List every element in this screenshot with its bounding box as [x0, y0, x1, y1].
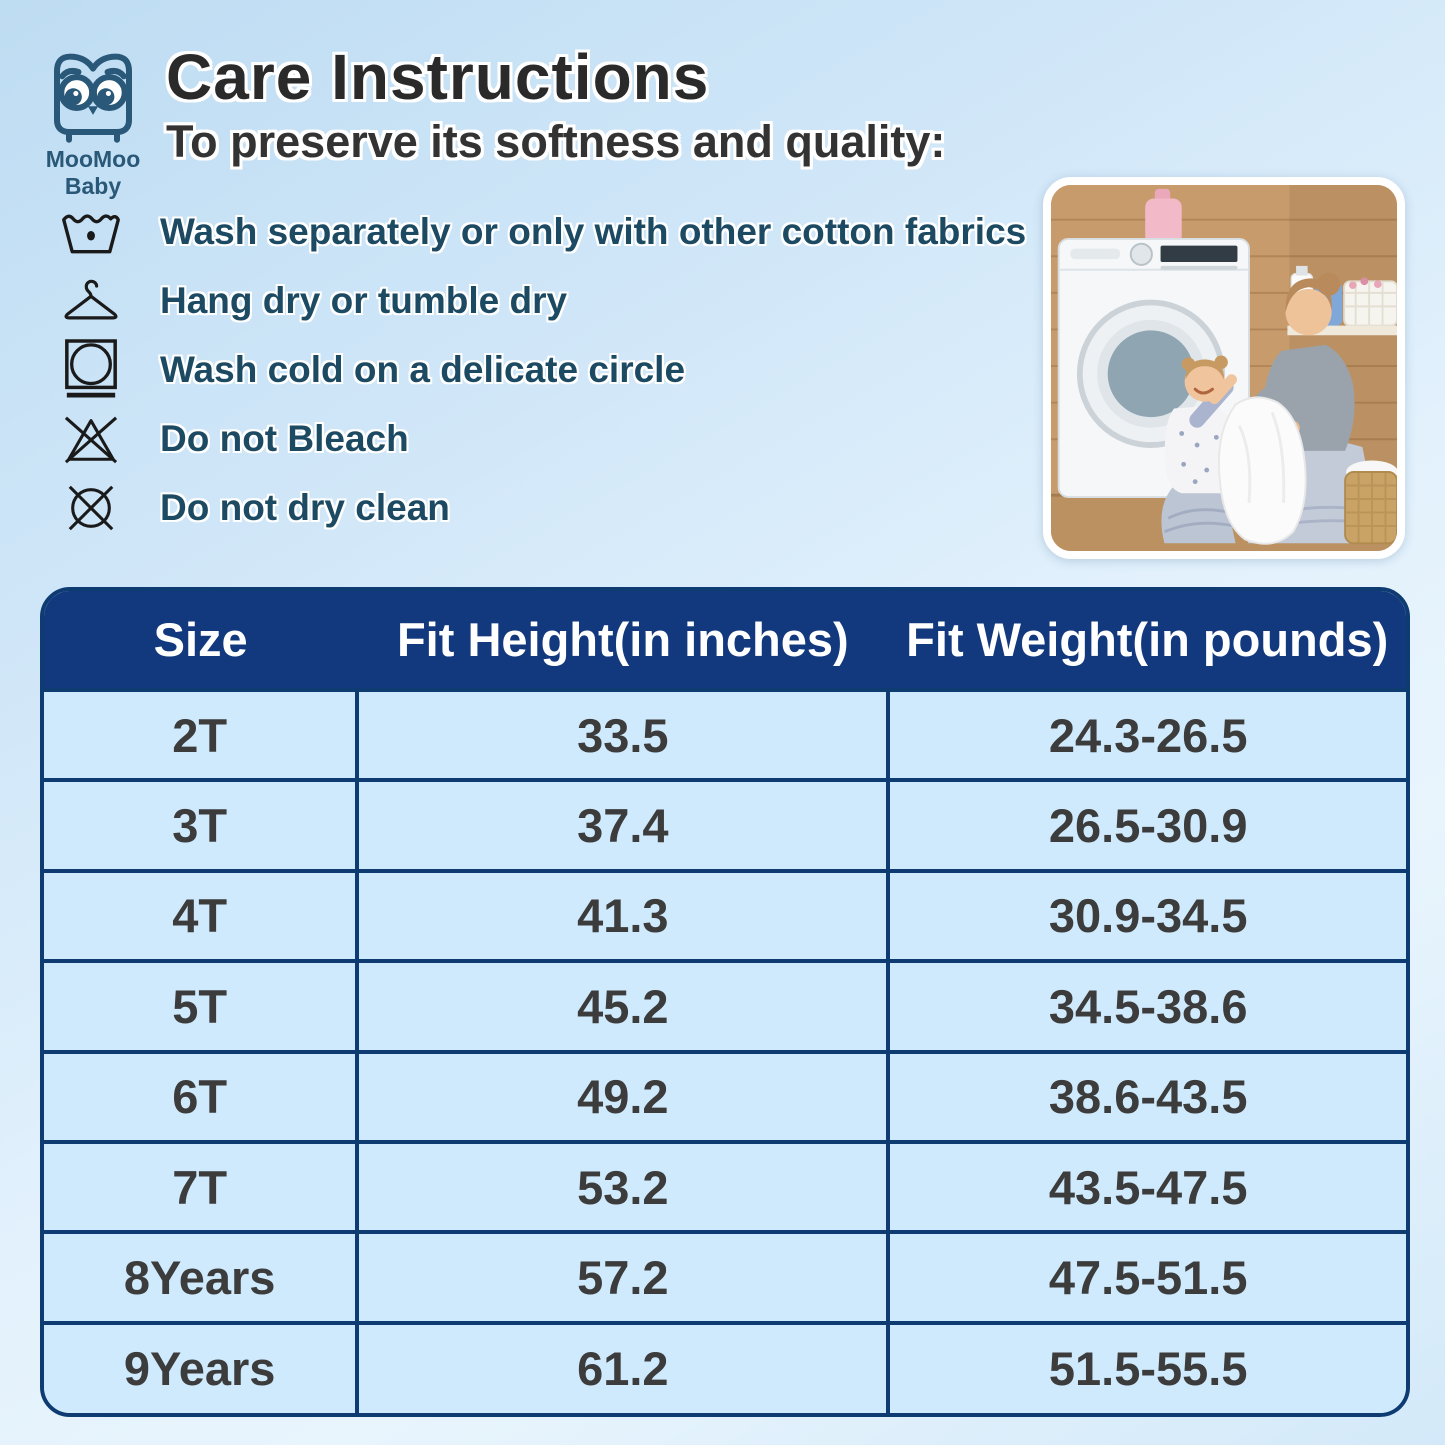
care-instruction-list: Wash separately or only with other cotto…: [56, 206, 1036, 551]
care-text: Wash separately or only with other cotto…: [160, 211, 1027, 252]
height-cell: 33.5: [355, 687, 889, 781]
brand-name: MooMoo Baby: [45, 146, 141, 199]
table-row: 7T 53.2 43.5-47.5: [44, 1139, 1406, 1233]
column-header-size: Size: [44, 591, 358, 690]
column-header-weight: Fit Weight(in pounds): [888, 591, 1406, 690]
care-item-no-dry-clean: Do not dry clean: [56, 482, 1036, 534]
weight-cell: 26.5-30.9: [886, 778, 1406, 871]
brand-logo: MooMoo Baby: [26, 48, 160, 200]
table-row: 6T 49.2 38.6-43.5: [44, 1049, 1406, 1142]
care-item-wash-separately: Wash separately or only with other cotto…: [56, 206, 1036, 258]
weight-cell: 47.5-51.5: [886, 1230, 1406, 1323]
wash-tub-icon: [56, 206, 126, 258]
care-item-hang-dry: Hang dry or tumble dry: [56, 275, 1036, 327]
weight-cell: 43.5-47.5: [886, 1139, 1406, 1233]
size-cell: 2T: [44, 687, 358, 781]
table-row: 5T 45.2 34.5-38.6: [44, 959, 1406, 1052]
hanger-icon: [56, 277, 126, 325]
weight-cell: 34.5-38.6: [886, 959, 1406, 1052]
weight-cell: 51.5-55.5: [886, 1320, 1406, 1413]
white-towel: [1217, 396, 1307, 545]
height-cell: 57.2: [355, 1230, 889, 1323]
size-cell: 6T: [44, 1049, 358, 1142]
size-cell: 5T: [44, 959, 358, 1052]
table-row: 3T 37.4 26.5-30.9: [44, 778, 1406, 871]
page-title: Care Instructions: [166, 41, 710, 113]
size-cell: 8Years: [44, 1230, 358, 1323]
do-not-dry-clean-icon: [56, 481, 126, 535]
care-text: Do not Bleach: [160, 418, 409, 459]
laundry-basket: [1344, 460, 1397, 545]
height-cell: 37.4: [355, 778, 889, 871]
table-row: 2T 33.5 24.3-26.5: [44, 687, 1406, 781]
size-cell: 4T: [44, 868, 358, 962]
page-subtitle: To preserve its softness and quality:: [166, 116, 946, 167]
table-header-row: Size Fit Height(in inches) Fit Weight(in…: [44, 591, 1406, 690]
height-cell: 45.2: [355, 959, 889, 1052]
care-item-wash-cold: Wash cold on a delicate circle: [56, 339, 1036, 398]
size-chart-table: Size Fit Height(in inches) Fit Weight(in…: [44, 591, 1406, 1413]
size-cell: 3T: [44, 778, 358, 871]
size-chart: Size Fit Height(in inches) Fit Weight(in…: [40, 587, 1410, 1417]
height-cell: 41.3: [355, 868, 889, 962]
table-row: 4T 41.3 30.9-34.5: [44, 868, 1406, 962]
weight-cell: 38.6-43.5: [886, 1049, 1406, 1142]
care-item-no-bleach: Do not Bleach: [56, 413, 1036, 465]
care-text: Hang dry or tumble dry: [160, 280, 568, 321]
weight-cell: 30.9-34.5: [886, 868, 1406, 962]
size-cell: 7T: [44, 1139, 358, 1233]
care-text: Do not dry clean: [160, 487, 450, 528]
tumble-dry-icon: [56, 337, 126, 403]
laundry-photo: [1043, 177, 1405, 559]
care-text: Wash cold on a delicate circle: [160, 349, 686, 390]
table-row: 9Years 61.2 51.5-55.5: [44, 1320, 1406, 1413]
size-cell: 9Years: [44, 1320, 358, 1413]
height-cell: 49.2: [355, 1049, 889, 1142]
table-row: 8Years 57.2 47.5-51.5: [44, 1230, 1406, 1323]
do-not-bleach-icon: [56, 412, 126, 466]
height-cell: 53.2: [355, 1139, 889, 1233]
weight-cell: 24.3-26.5: [886, 687, 1406, 781]
height-cell: 61.2: [355, 1320, 889, 1413]
column-header-height: Fit Height(in inches): [357, 591, 889, 690]
owl-logo-icon: [53, 53, 132, 143]
